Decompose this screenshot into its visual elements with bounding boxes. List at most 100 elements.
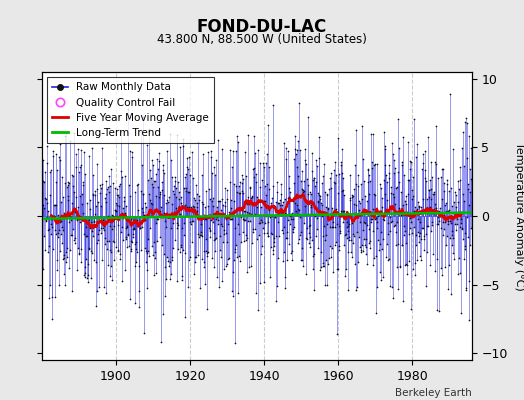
Point — [269, 102, 277, 109]
Point — [397, 210, 405, 216]
Point — [253, 204, 261, 210]
Point — [83, 279, 92, 285]
Point — [47, 216, 56, 222]
Point — [56, 247, 64, 254]
Point — [312, 156, 320, 163]
Point — [348, 230, 357, 237]
Point — [222, 216, 231, 223]
Point — [372, 215, 380, 222]
Point — [350, 232, 358, 239]
Point — [38, 218, 46, 224]
Point — [190, 271, 199, 277]
Point — [414, 199, 422, 205]
Point — [387, 190, 395, 196]
Point — [292, 208, 300, 215]
Point — [392, 184, 401, 190]
Point — [53, 267, 61, 274]
Point — [338, 146, 346, 152]
Point — [189, 218, 198, 224]
Point — [313, 190, 322, 197]
Point — [77, 246, 85, 252]
Point — [91, 192, 99, 198]
Point — [363, 198, 372, 205]
Point — [190, 194, 198, 201]
Point — [75, 169, 83, 175]
Point — [269, 251, 277, 258]
Point — [159, 210, 168, 216]
Point — [333, 266, 341, 272]
Point — [462, 115, 470, 122]
Point — [347, 214, 355, 220]
Point — [188, 218, 196, 224]
Point — [128, 153, 137, 160]
Point — [250, 150, 259, 156]
Point — [51, 294, 59, 300]
Point — [224, 256, 232, 262]
Point — [217, 221, 225, 228]
Point — [401, 261, 410, 267]
Point — [284, 148, 292, 154]
Point — [434, 220, 442, 227]
Point — [198, 233, 206, 239]
Point — [161, 292, 170, 299]
Point — [248, 229, 257, 235]
Point — [200, 264, 208, 270]
Point — [411, 231, 420, 238]
Point — [291, 199, 300, 206]
Point — [155, 194, 163, 200]
Point — [459, 191, 467, 197]
Point — [442, 208, 450, 214]
Point — [246, 184, 254, 191]
Point — [51, 151, 60, 157]
Point — [91, 303, 100, 309]
Point — [420, 236, 428, 242]
Point — [269, 234, 278, 241]
Point — [432, 123, 440, 130]
Point — [302, 236, 311, 242]
Point — [324, 206, 333, 212]
Point — [220, 266, 228, 272]
Point — [458, 226, 466, 232]
Point — [254, 197, 262, 203]
Point — [48, 294, 56, 300]
Point — [307, 202, 315, 208]
Point — [400, 262, 409, 268]
Point — [192, 191, 201, 198]
Point — [125, 215, 133, 221]
Point — [286, 213, 294, 219]
Point — [287, 213, 295, 219]
Point — [390, 170, 398, 176]
Point — [349, 240, 357, 246]
Point — [94, 227, 103, 234]
Point — [204, 203, 213, 209]
Point — [447, 228, 456, 234]
Point — [223, 187, 231, 193]
Point — [275, 200, 283, 206]
Point — [195, 214, 204, 221]
Point — [235, 231, 243, 238]
Point — [339, 208, 347, 214]
Point — [267, 213, 276, 219]
Point — [449, 146, 457, 153]
Point — [138, 205, 146, 211]
Point — [204, 149, 212, 155]
Point — [170, 191, 178, 198]
Point — [47, 221, 56, 227]
Point — [104, 184, 113, 190]
Point — [70, 130, 78, 136]
Point — [83, 274, 92, 281]
Point — [196, 285, 204, 291]
Point — [412, 257, 421, 263]
Point — [301, 199, 310, 206]
Point — [282, 156, 290, 162]
Point — [140, 330, 148, 336]
Point — [98, 181, 106, 187]
Point — [125, 182, 134, 188]
Point — [298, 245, 307, 251]
Point — [424, 134, 432, 140]
Point — [93, 239, 102, 246]
Point — [57, 231, 65, 237]
Point — [248, 192, 257, 199]
Point — [213, 198, 222, 204]
Point — [130, 189, 139, 196]
